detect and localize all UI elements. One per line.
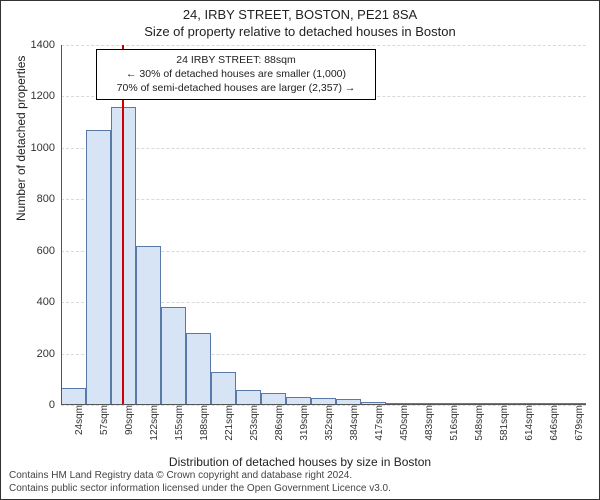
histogram-bar (211, 372, 236, 405)
y-tick-label: 800 (37, 193, 61, 205)
x-tick-label: 581sqm (497, 405, 510, 441)
x-tick-label: 516sqm (447, 405, 460, 441)
x-tick-label: 24sqm (72, 405, 85, 435)
x-tick-label: 646sqm (547, 405, 560, 441)
x-tick-label: 221sqm (222, 405, 235, 441)
footer-line1: Contains HM Land Registry data © Crown c… (9, 470, 391, 483)
y-tick-label: 400 (37, 296, 61, 308)
annotation-line1: 24 IRBY STREET: 88sqm (105, 53, 367, 67)
y-tick-label: 200 (37, 348, 61, 360)
y-tick-label: 1200 (31, 90, 61, 102)
histogram-bar (61, 388, 86, 405)
footer-attribution: Contains HM Land Registry data © Crown c… (9, 470, 391, 495)
x-tick-label: 483sqm (422, 405, 435, 441)
x-tick-label: 450sqm (397, 405, 410, 441)
chart-title-sub: Size of property relative to detached ho… (1, 24, 599, 39)
y-axis-line (61, 45, 62, 405)
histogram-bar (86, 130, 111, 405)
histogram-bar (136, 246, 161, 405)
x-tick-label: 548sqm (472, 405, 485, 441)
annotation-box: 24 IRBY STREET: 88sqm ← 30% of detached … (96, 49, 376, 100)
x-tick-label: 286sqm (272, 405, 285, 441)
annotation-line3: 70% of semi-detached houses are larger (… (105, 81, 367, 95)
footer-line2: Contains public sector information licen… (9, 483, 391, 496)
x-axis-line (61, 404, 586, 405)
x-tick-label: 319sqm (297, 405, 310, 441)
annotation-line2: ← 30% of detached houses are smaller (1,… (105, 67, 367, 81)
y-tick-label: 600 (37, 245, 61, 257)
y-tick-label: 1000 (31, 142, 61, 154)
histogram-bar (186, 333, 211, 405)
x-tick-label: 384sqm (347, 405, 360, 441)
x-tick-label: 253sqm (247, 405, 260, 441)
x-tick-label: 122sqm (147, 405, 160, 441)
y-tick-label: 0 (49, 399, 61, 411)
x-tick-label: 188sqm (197, 405, 210, 441)
x-tick-label: 90sqm (122, 405, 135, 435)
chart-title-address: 24, IRBY STREET, BOSTON, PE21 8SA (1, 7, 599, 22)
histogram-bar (161, 307, 186, 405)
x-tick-label: 352sqm (322, 405, 335, 441)
y-tick-label: 1400 (31, 39, 61, 51)
x-axis-label: Distribution of detached houses by size … (1, 455, 599, 469)
x-tick-label: 57sqm (97, 405, 110, 435)
x-tick-label: 614sqm (522, 405, 535, 441)
y-axis-label: Number of detached properties (14, 56, 28, 221)
chart-container: 24, IRBY STREET, BOSTON, PE21 8SA Size o… (0, 0, 600, 500)
gridline (61, 45, 586, 46)
histogram-bar (236, 390, 261, 405)
gridline (61, 148, 586, 149)
x-tick-label: 417sqm (372, 405, 385, 441)
x-tick-label: 679sqm (572, 405, 585, 441)
gridline (61, 199, 586, 200)
x-tick-label: 155sqm (172, 405, 185, 441)
